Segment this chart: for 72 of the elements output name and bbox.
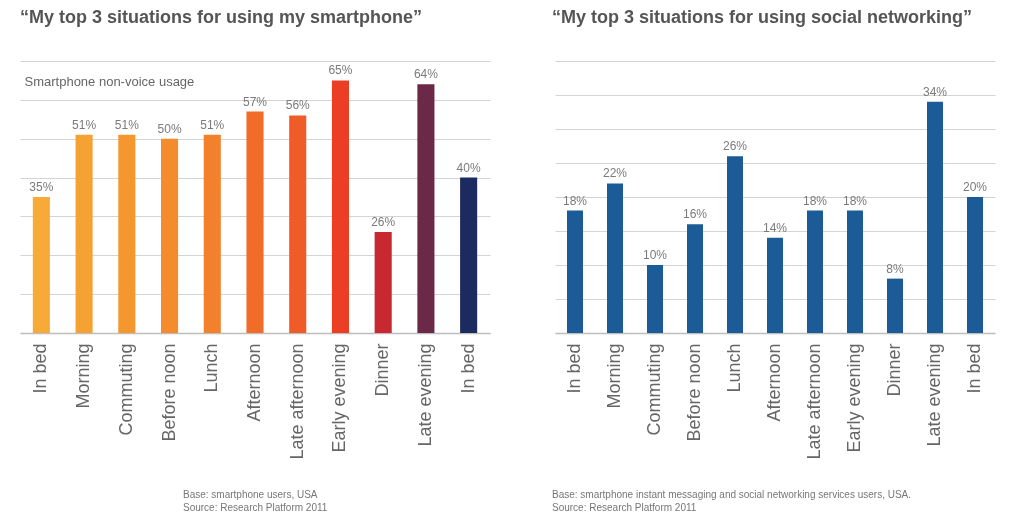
data-label: 64% bbox=[413, 67, 439, 82]
source-note: Source: Research Platform 2011 bbox=[183, 502, 328, 513]
data-label: 51% bbox=[114, 117, 140, 132]
data-label: 20% bbox=[962, 180, 988, 194]
bar bbox=[647, 265, 663, 333]
x-tick-label: Dinner bbox=[884, 343, 904, 397]
data-label: 34% bbox=[922, 84, 948, 99]
x-tick-label: In bed bbox=[964, 343, 984, 394]
bar bbox=[967, 197, 983, 333]
bar bbox=[118, 134, 136, 333]
bar bbox=[161, 138, 179, 333]
x-tick-label: Early evening bbox=[329, 343, 350, 453]
bar bbox=[927, 101, 943, 333]
bar bbox=[607, 183, 623, 333]
bar bbox=[246, 111, 264, 333]
bar bbox=[687, 224, 703, 333]
data-label: 65% bbox=[328, 63, 353, 78]
x-tick-label: Commuting bbox=[644, 343, 664, 436]
x-tick-label: Afternoon bbox=[244, 343, 264, 422]
data-label: 18% bbox=[562, 193, 588, 208]
x-tick-label: Late afternoon bbox=[804, 343, 824, 460]
data-label: 18% bbox=[802, 193, 828, 208]
bar bbox=[75, 134, 93, 333]
data-label: 18% bbox=[842, 193, 868, 208]
chart-title: “My top 3 situations for using my smartphone” bbox=[20, 7, 423, 27]
bar bbox=[727, 156, 743, 333]
bar bbox=[807, 210, 823, 333]
x-tick-label: Dinner bbox=[372, 343, 393, 397]
x-tick-label: Commuting bbox=[115, 343, 136, 436]
x-tick-label: Lunch bbox=[201, 343, 222, 393]
x-tick-label: Late evening bbox=[924, 343, 944, 447]
chart-title: “My top 3 situations for using social networking” bbox=[552, 7, 973, 27]
data-label: 22% bbox=[602, 166, 628, 181]
y-axis-title: Smartphone non-voice usage bbox=[24, 73, 195, 89]
bar bbox=[567, 210, 583, 333]
bar bbox=[32, 197, 50, 333]
data-label: 51% bbox=[72, 117, 97, 132]
data-label: 14% bbox=[762, 220, 788, 235]
x-tick-label: Early evening bbox=[844, 343, 864, 453]
x-tick-label: In bed bbox=[30, 343, 51, 394]
x-tick-label: Afternoon bbox=[764, 343, 784, 422]
bar bbox=[460, 177, 478, 333]
data-label: 57% bbox=[242, 94, 268, 109]
x-tick-label: In bed bbox=[564, 343, 584, 394]
bar bbox=[417, 84, 435, 333]
text: Base: smartphone users, USA bbox=[183, 489, 318, 500]
bar bbox=[847, 210, 863, 333]
data-label: 35% bbox=[29, 180, 54, 194]
data-label: 40% bbox=[456, 160, 481, 175]
bar bbox=[289, 115, 307, 333]
text: Base: smartphone instant messaging and social networking services users, USA. Source: Research Platform 2011 bbox=[552, 489, 912, 513]
data-label: 26% bbox=[722, 139, 748, 154]
x-tick-label: Lunch bbox=[724, 343, 744, 393]
bar bbox=[767, 237, 783, 333]
data-label: 16% bbox=[682, 207, 708, 222]
data-label: 8% bbox=[886, 261, 904, 276]
x-tick-label: Late evening bbox=[414, 343, 435, 447]
x-tick-label: Morning bbox=[73, 343, 94, 409]
bar bbox=[887, 278, 903, 333]
data-label: 51% bbox=[200, 117, 225, 132]
bar bbox=[203, 134, 221, 333]
bar bbox=[331, 80, 349, 333]
x-tick-label: Before noon bbox=[684, 343, 704, 442]
bar bbox=[374, 231, 392, 333]
x-tick-label: Before noon bbox=[158, 343, 179, 442]
data-label: 26% bbox=[371, 214, 396, 229]
x-tick-label: Morning bbox=[604, 343, 624, 409]
data-label: 10% bbox=[642, 248, 668, 262]
x-tick-label: In bed bbox=[457, 343, 478, 394]
data-label: 56% bbox=[285, 98, 311, 113]
data-label: 50% bbox=[157, 121, 182, 136]
x-tick-label: Late afternoon bbox=[286, 343, 307, 460]
